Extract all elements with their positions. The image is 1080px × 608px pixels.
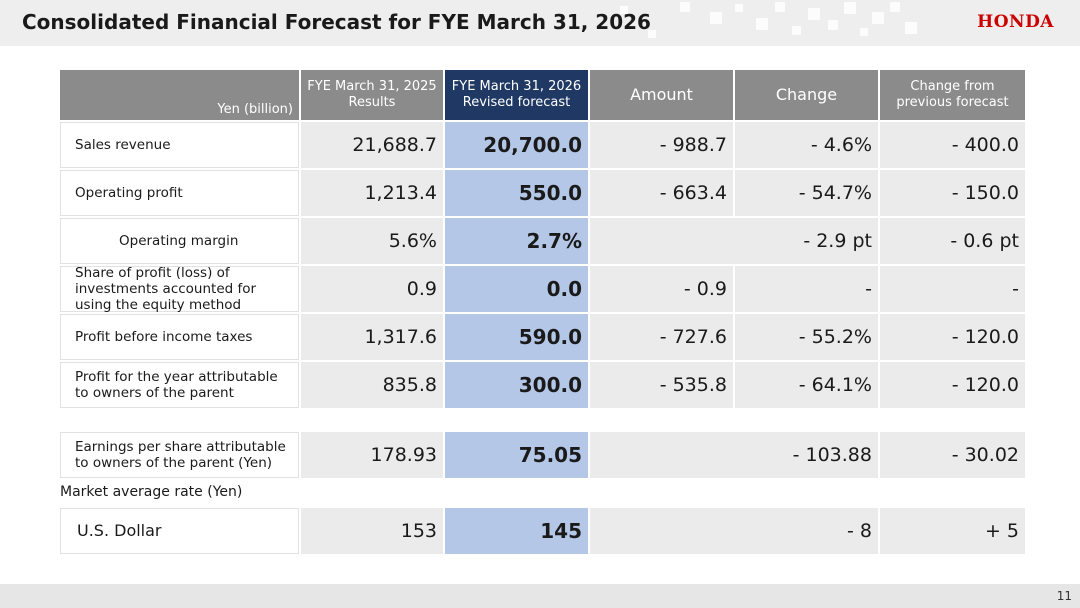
page-number: 11: [1056, 589, 1072, 603]
row-label-operating-profit: Operating profit: [60, 170, 299, 216]
honda-logo: HONDA: [977, 12, 1054, 32]
row-label-sales-revenue: Sales revenue: [60, 122, 299, 168]
cell-amount-change: - 2.9 pt: [590, 218, 878, 264]
cell-amount: - 0.9: [590, 266, 733, 312]
cell-previous: - 400.0: [880, 122, 1025, 168]
column-header-revised: FYE March 31, 2026 Revised forecast: [445, 70, 588, 120]
cell-revised: 2.7%: [445, 218, 588, 264]
column-header-previous-text: Change from previous forecast: [896, 79, 1009, 110]
row-label-profit-for-year: Profit for the year attributable to owne…: [60, 362, 299, 408]
forecast-table: Yen (billion) FYE March 31, 2025 Results…: [60, 70, 1025, 554]
row-label-usd: U.S. Dollar: [60, 508, 299, 554]
cell-amount-change: - 103.88: [590, 432, 878, 478]
cell-previous: + 5: [880, 508, 1025, 554]
cell-revised: 145: [445, 508, 588, 554]
cell-amount: - 727.6: [590, 314, 733, 360]
column-header-results: FYE March 31, 2025 Results: [301, 70, 443, 120]
cell-previous: -: [880, 266, 1025, 312]
cell-amount: - 663.4: [590, 170, 733, 216]
cell-previous: - 120.0: [880, 362, 1025, 408]
cell-revised: 0.0: [445, 266, 588, 312]
cell-revised: 550.0: [445, 170, 588, 216]
cell-previous: - 120.0: [880, 314, 1025, 360]
cell-change: - 54.7%: [735, 170, 878, 216]
cell-revised: 20,700.0: [445, 122, 588, 168]
column-header-change: Change: [735, 70, 878, 120]
table-spacer: [60, 408, 1025, 430]
row-label-profit-before-taxes: Profit before income taxes: [60, 314, 299, 360]
column-header-revised-text: FYE March 31, 2026 Revised forecast: [451, 79, 582, 110]
column-header-results-text: FYE March 31, 2025 Results: [307, 79, 437, 110]
cell-change: - 64.1%: [735, 362, 878, 408]
cell-previous: - 150.0: [880, 170, 1025, 216]
page-title: Consolidated Financial Forecast for FYE …: [22, 10, 651, 34]
cell-change: - 55.2%: [735, 314, 878, 360]
cell-previous: - 30.02: [880, 432, 1025, 478]
footer-bar: 11: [0, 584, 1080, 608]
cell-amount: - 988.7: [590, 122, 733, 168]
column-header-amount: Amount: [590, 70, 733, 120]
cell-results: 1,213.4: [301, 170, 443, 216]
cell-revised: 75.05: [445, 432, 588, 478]
row-label-operating-margin: Operating margin: [60, 218, 299, 264]
cell-revised: 300.0: [445, 362, 588, 408]
cell-results: 835.8: [301, 362, 443, 408]
cell-results: 5.6%: [301, 218, 443, 264]
decorative-pattern: [620, 2, 917, 38]
cell-results: 1,317.6: [301, 314, 443, 360]
cell-change: -: [735, 266, 878, 312]
market-rate-label: Market average rate (Yen): [60, 484, 243, 500]
row-label-equity-method: Share of profit (loss) of investments ac…: [60, 265, 299, 313]
cell-change: - 4.6%: [735, 122, 878, 168]
cell-previous: - 0.6 pt: [880, 218, 1025, 264]
cell-results: 178.93: [301, 432, 443, 478]
cell-results: 153: [301, 508, 443, 554]
cell-results: 0.9: [301, 266, 443, 312]
cell-results: 21,688.7: [301, 122, 443, 168]
column-header-previous: Change from previous forecast: [880, 70, 1025, 120]
column-header-unit: Yen (billion): [60, 70, 299, 120]
title-bar: Consolidated Financial Forecast for FYE …: [0, 0, 1080, 46]
cell-revised: 590.0: [445, 314, 588, 360]
row-label-eps: Earnings per share attributable to owner…: [60, 432, 299, 478]
cell-amount: - 535.8: [590, 362, 733, 408]
cell-amount-change: - 8: [590, 508, 878, 554]
